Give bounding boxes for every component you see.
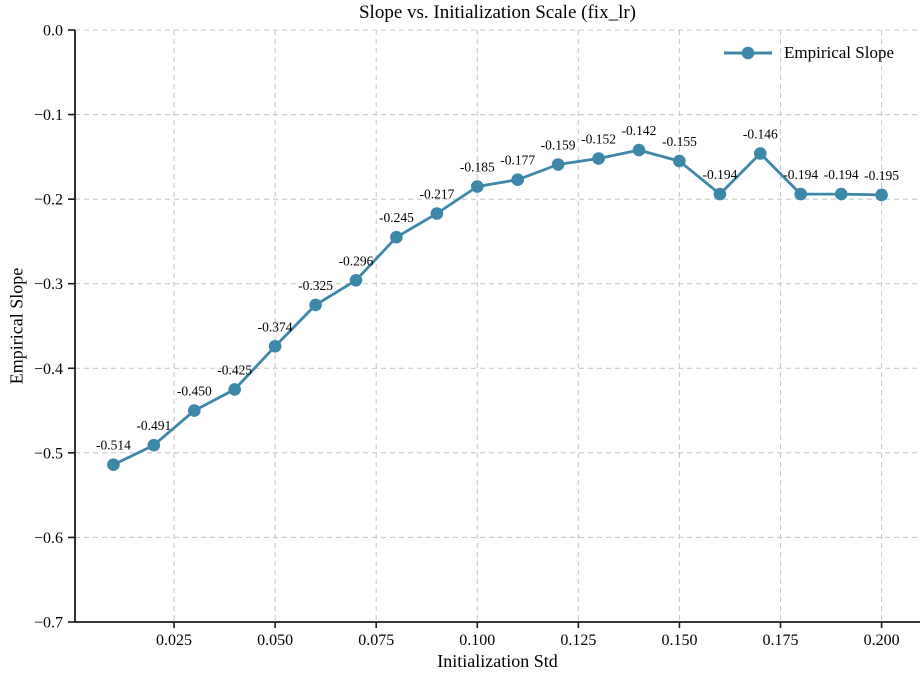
data-point <box>713 187 727 201</box>
data-point-label: -0.146 <box>743 127 778 142</box>
data-point-label: -0.194 <box>702 167 737 182</box>
y-tick-label: −0.3 <box>34 276 63 293</box>
data-point-label: -0.195 <box>864 168 899 183</box>
legend: Empirical Slope <box>724 40 894 66</box>
x-tick-label: 0.050 <box>257 632 293 649</box>
data-point <box>390 230 403 244</box>
data-point-label: -0.177 <box>500 153 535 168</box>
data-point-label: -0.152 <box>581 132 616 147</box>
chart-title: Slope vs. Initialization Scale (fix_lr) <box>358 2 636 23</box>
data-point-label: -0.514 <box>96 438 131 453</box>
x-tick-label: 0.100 <box>459 632 495 649</box>
legend-line-marker-icon <box>724 46 772 60</box>
data-point-label: -0.155 <box>662 134 697 149</box>
data-point-label: -0.296 <box>339 253 374 268</box>
y-tick-label: 0.0 <box>43 23 63 40</box>
x-axis-label: Initialization Std <box>437 651 558 671</box>
y-tick-label: −0.7 <box>34 615 63 632</box>
data-point <box>875 188 888 202</box>
data-point <box>794 187 807 201</box>
data-point-label: -0.142 <box>622 123 657 138</box>
data-point <box>754 147 767 160</box>
data-point <box>632 143 646 157</box>
y-tick-label: −0.1 <box>34 107 63 124</box>
y-axis-label: Empirical Slope <box>6 267 27 385</box>
data-point-label: -0.450 <box>177 384 212 399</box>
data-point <box>430 207 444 220</box>
data-point <box>834 187 848 201</box>
legend-marker-icon <box>741 46 755 60</box>
data-point <box>511 173 524 186</box>
x-tick-label: 0.125 <box>560 632 596 649</box>
data-point-label: -0.491 <box>136 418 171 433</box>
x-tick-label: 0.200 <box>864 632 900 649</box>
y-tick-label: −0.5 <box>34 445 63 462</box>
data-point-label: -0.374 <box>258 319 293 334</box>
data-point-label: -0.185 <box>460 160 495 175</box>
series-line <box>112 148 883 467</box>
x-tick-label: 0.175 <box>763 632 799 649</box>
data-point-label: -0.194 <box>783 167 818 182</box>
data-point <box>268 340 282 353</box>
data-point <box>309 298 322 312</box>
data-point <box>471 180 484 193</box>
x-tick-label: 0.025 <box>156 632 192 649</box>
data-point <box>349 274 363 287</box>
data-point <box>592 152 605 165</box>
data-point-label: -0.217 <box>419 187 454 202</box>
x-tick-label: 0.150 <box>661 632 697 649</box>
data-point <box>673 154 686 168</box>
data-point <box>147 438 161 452</box>
y-tick-label: −0.6 <box>34 530 63 547</box>
data-point-label: -0.159 <box>541 138 576 153</box>
data-point-label: -0.425 <box>217 362 252 377</box>
data-point-label: -0.325 <box>298 278 333 293</box>
y-tick-label: −0.4 <box>34 361 63 378</box>
data-point-label: -0.245 <box>379 210 414 225</box>
data-point <box>228 383 241 396</box>
legend-label: Empirical Slope <box>784 43 895 62</box>
x-tick-label: 0.075 <box>358 632 394 649</box>
data-point <box>551 158 565 171</box>
y-tick-label: −0.2 <box>34 192 63 209</box>
data-point <box>188 404 201 417</box>
data-point <box>107 458 120 472</box>
data-point-label: -0.194 <box>824 167 859 182</box>
